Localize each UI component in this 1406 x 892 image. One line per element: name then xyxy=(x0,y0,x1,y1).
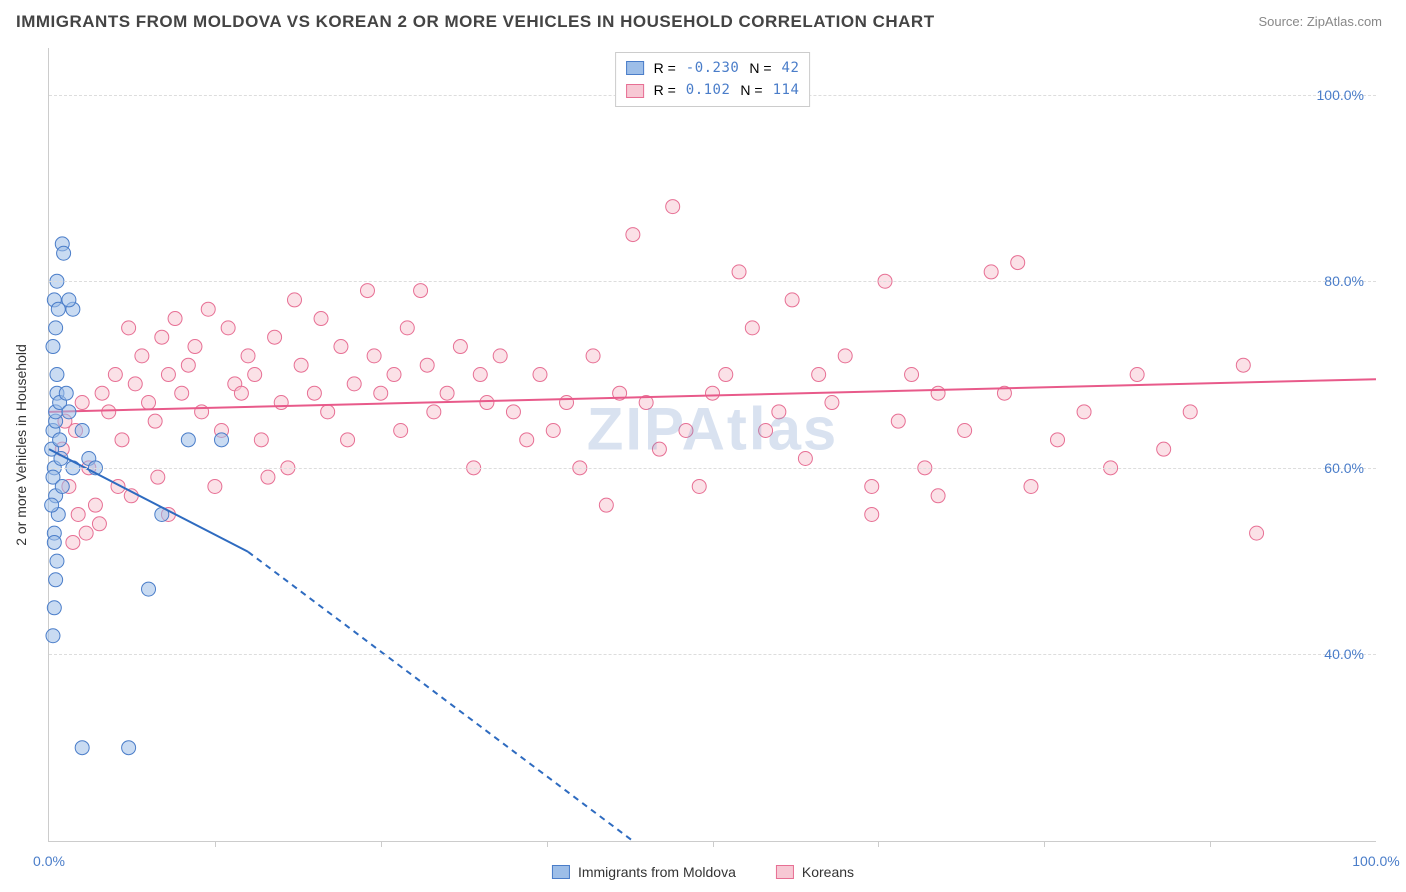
y-tick-label: 100.0% xyxy=(1317,87,1364,103)
legend-label: Immigrants from Moldova xyxy=(578,864,736,880)
gridline xyxy=(49,654,1376,655)
n-label: N = xyxy=(749,57,771,79)
r-label: R = xyxy=(654,79,676,101)
x-minor-tick xyxy=(878,841,879,847)
n-value: 42 xyxy=(782,57,800,79)
gridline xyxy=(49,281,1376,282)
n-value: 114 xyxy=(773,79,800,101)
x-minor-tick xyxy=(1210,841,1211,847)
source-label: Source: ZipAtlas.com xyxy=(1258,14,1382,29)
bottom-legend: Immigrants from Moldova Koreans xyxy=(552,864,854,880)
x-minor-tick xyxy=(215,841,216,847)
x-minor-tick xyxy=(713,841,714,847)
y-tick-label: 40.0% xyxy=(1324,646,1364,662)
legend-label: Koreans xyxy=(802,864,854,880)
swatch-icon xyxy=(776,865,794,879)
r-value: -0.230 xyxy=(686,57,740,79)
n-label: N = xyxy=(740,79,762,101)
plot-area: 2 or more Vehicles in Household ZIPAtlas… xyxy=(48,48,1376,842)
x-tick-label: 100.0% xyxy=(1352,853,1399,869)
y-axis-title: 2 or more Vehicles in Household xyxy=(13,344,29,546)
chart-title: IMMIGRANTS FROM MOLDOVA VS KOREAN 2 OR M… xyxy=(16,12,935,32)
legend-item-moldova: Immigrants from Moldova xyxy=(552,864,736,880)
x-minor-tick xyxy=(381,841,382,847)
swatch-icon xyxy=(626,61,644,75)
y-tick-label: 80.0% xyxy=(1324,273,1364,289)
stats-row-2: R = 0.102 N = 114 xyxy=(626,79,800,101)
stats-box: R = -0.230 N = 42 R = 0.102 N = 114 xyxy=(615,52,811,107)
y-tick-label: 60.0% xyxy=(1324,460,1364,476)
swatch-icon xyxy=(552,865,570,879)
r-value: 0.102 xyxy=(686,79,731,101)
x-tick-label: 0.0% xyxy=(33,853,65,869)
r-label: R = xyxy=(654,57,676,79)
plot-svg xyxy=(49,48,1376,841)
swatch-icon xyxy=(626,84,644,98)
legend-item-koreans: Koreans xyxy=(776,864,854,880)
x-minor-tick xyxy=(1044,841,1045,847)
stats-row-1: R = -0.230 N = 42 xyxy=(626,57,800,79)
x-minor-tick xyxy=(547,841,548,847)
gridline xyxy=(49,468,1376,469)
